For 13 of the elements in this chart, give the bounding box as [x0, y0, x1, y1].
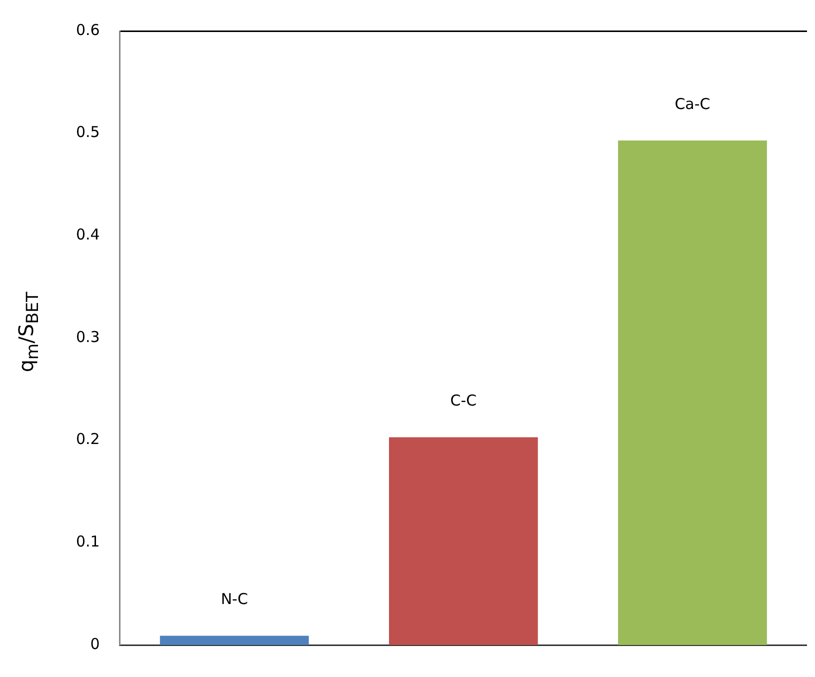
y-tick-label: 0.6 [76, 20, 100, 39]
y-tick-label: 0.4 [76, 226, 100, 244]
x-tick-label: C-C [450, 392, 477, 410]
y-tick-label: 0.1 [76, 532, 100, 551]
bar [388, 437, 538, 645]
y-tick-label: 0.2 [76, 430, 100, 448]
bar [618, 140, 767, 645]
x-tick-label: N-C [220, 590, 248, 608]
y-tick-label: 0.5 [76, 123, 100, 142]
bar [160, 636, 309, 645]
y-tick-label: 0 [90, 634, 100, 653]
x-tick-label: Ca-C [674, 94, 710, 113]
y-tick-label: 0.3 [76, 328, 100, 346]
